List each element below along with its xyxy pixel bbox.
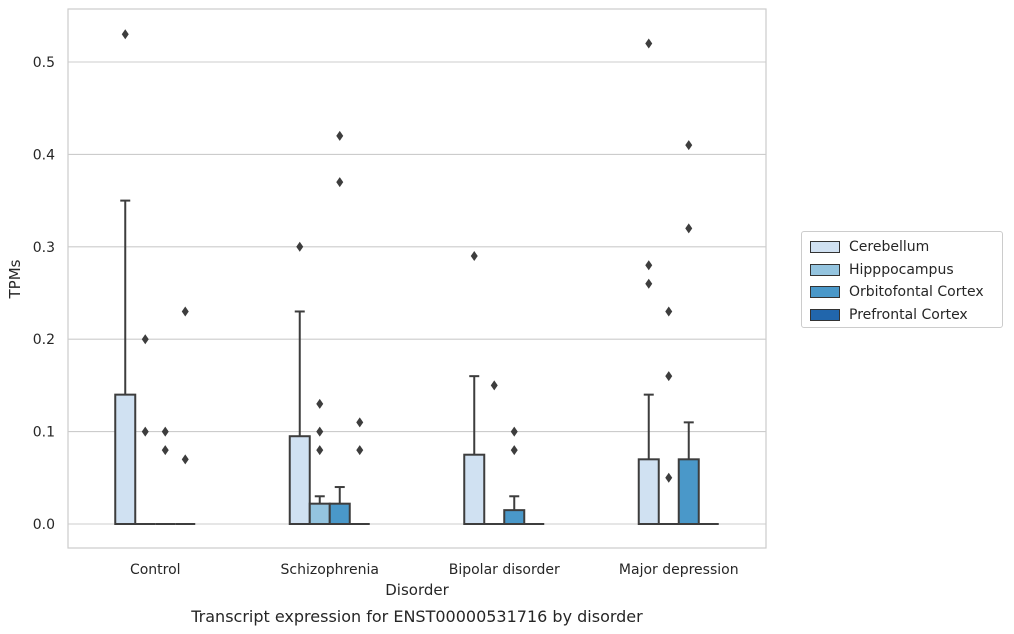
outlier-point [141, 426, 149, 437]
outlier-point [665, 306, 673, 317]
plot-area-frame [67, 8, 767, 549]
box-plot [155, 426, 176, 525]
box-plot [308, 398, 331, 525]
legend-swatch [810, 308, 840, 321]
legend-label: Prefrontal Cortex [849, 306, 968, 323]
outlier-point [296, 241, 304, 252]
y-tick-label: 0.4 [33, 147, 55, 163]
box-rect [308, 502, 331, 525]
box-rect [677, 458, 700, 526]
outlier-point [470, 251, 478, 262]
outlier-point [685, 140, 693, 151]
legend-label: Orbitofontal Cortex [849, 284, 984, 301]
box-plot [288, 241, 311, 525]
outlier-point [336, 177, 344, 188]
legend-swatch [810, 263, 840, 276]
grid-lines [68, 61, 766, 525]
outlier-point [181, 454, 189, 465]
legend-swatch [810, 241, 840, 254]
x-tick-label: Major depression [619, 562, 739, 578]
box-plot [135, 334, 156, 525]
box-rect [288, 435, 311, 525]
outlier-point [510, 426, 518, 437]
box-plots [114, 29, 719, 526]
x-tick-label: Control [130, 562, 181, 578]
y-axis-title: TPMs [6, 259, 24, 299]
outlier-point [356, 417, 364, 428]
box-plot [658, 306, 679, 525]
box-plot [503, 426, 526, 526]
y-tick-label: 0.2 [33, 332, 55, 348]
x-tick-label: Bipolar disorder [449, 562, 560, 578]
y-tick-label: 0.1 [33, 425, 55, 441]
outlier-point [141, 334, 149, 345]
outlier-point [665, 472, 673, 483]
outlier-point [161, 445, 169, 456]
box-plot [114, 29, 137, 526]
legend-item: Cerebellum [808, 236, 996, 259]
outlier-point [316, 398, 324, 409]
outlier-point [181, 306, 189, 317]
box-plot [637, 38, 660, 526]
y-tick-label: 0.0 [33, 517, 55, 533]
legend: Cerebellum Hipppocampus Orbitofontal Corte… [801, 231, 1003, 328]
legend-item: Hipppocampus [808, 259, 996, 282]
y-axis-ticks: 0.0 0.1 0.2 0.3 0.4 0.5 [33, 55, 55, 533]
box-plot [328, 130, 351, 525]
outlier-point [121, 29, 129, 40]
chart-caption: Transcript expression for ENST0000053171… [190, 607, 643, 626]
legend-item: Orbitofontal Cortex [808, 281, 996, 304]
box-plot [677, 140, 700, 526]
outlier-point [665, 371, 673, 382]
box-plot [484, 380, 505, 525]
x-tick-label: Schizophrenia [281, 562, 379, 578]
legend-label: Hipppocampus [849, 261, 954, 278]
y-tick-label: 0.5 [33, 55, 55, 71]
box-rect [503, 509, 526, 526]
outlier-point [336, 130, 344, 141]
outlier-point [161, 426, 169, 437]
outlier-point [510, 445, 518, 456]
box-plot [463, 251, 486, 526]
outlier-point [316, 426, 324, 437]
outlier-point [356, 445, 364, 456]
legend-swatch [810, 286, 840, 299]
outlier-point [685, 223, 693, 234]
box-rect [328, 502, 351, 525]
box-rect [114, 393, 137, 526]
y-tick-label: 0.3 [33, 240, 55, 256]
box-rect [637, 458, 660, 526]
box-plot [175, 306, 196, 525]
x-axis-ticks: Control Schizophrenia Bipolar disorder Majo… [130, 562, 739, 578]
box-plot [349, 417, 370, 525]
outlier-point [316, 445, 324, 456]
outlier-point [645, 260, 653, 271]
box-rect [463, 453, 486, 526]
legend-item: Prefrontal Cortex [808, 304, 996, 327]
x-axis-title: Disorder [385, 581, 449, 599]
legend-label: Cerebellum [849, 239, 930, 256]
outlier-point [490, 380, 498, 391]
outlier-point [645, 278, 653, 289]
outlier-point [645, 38, 653, 49]
